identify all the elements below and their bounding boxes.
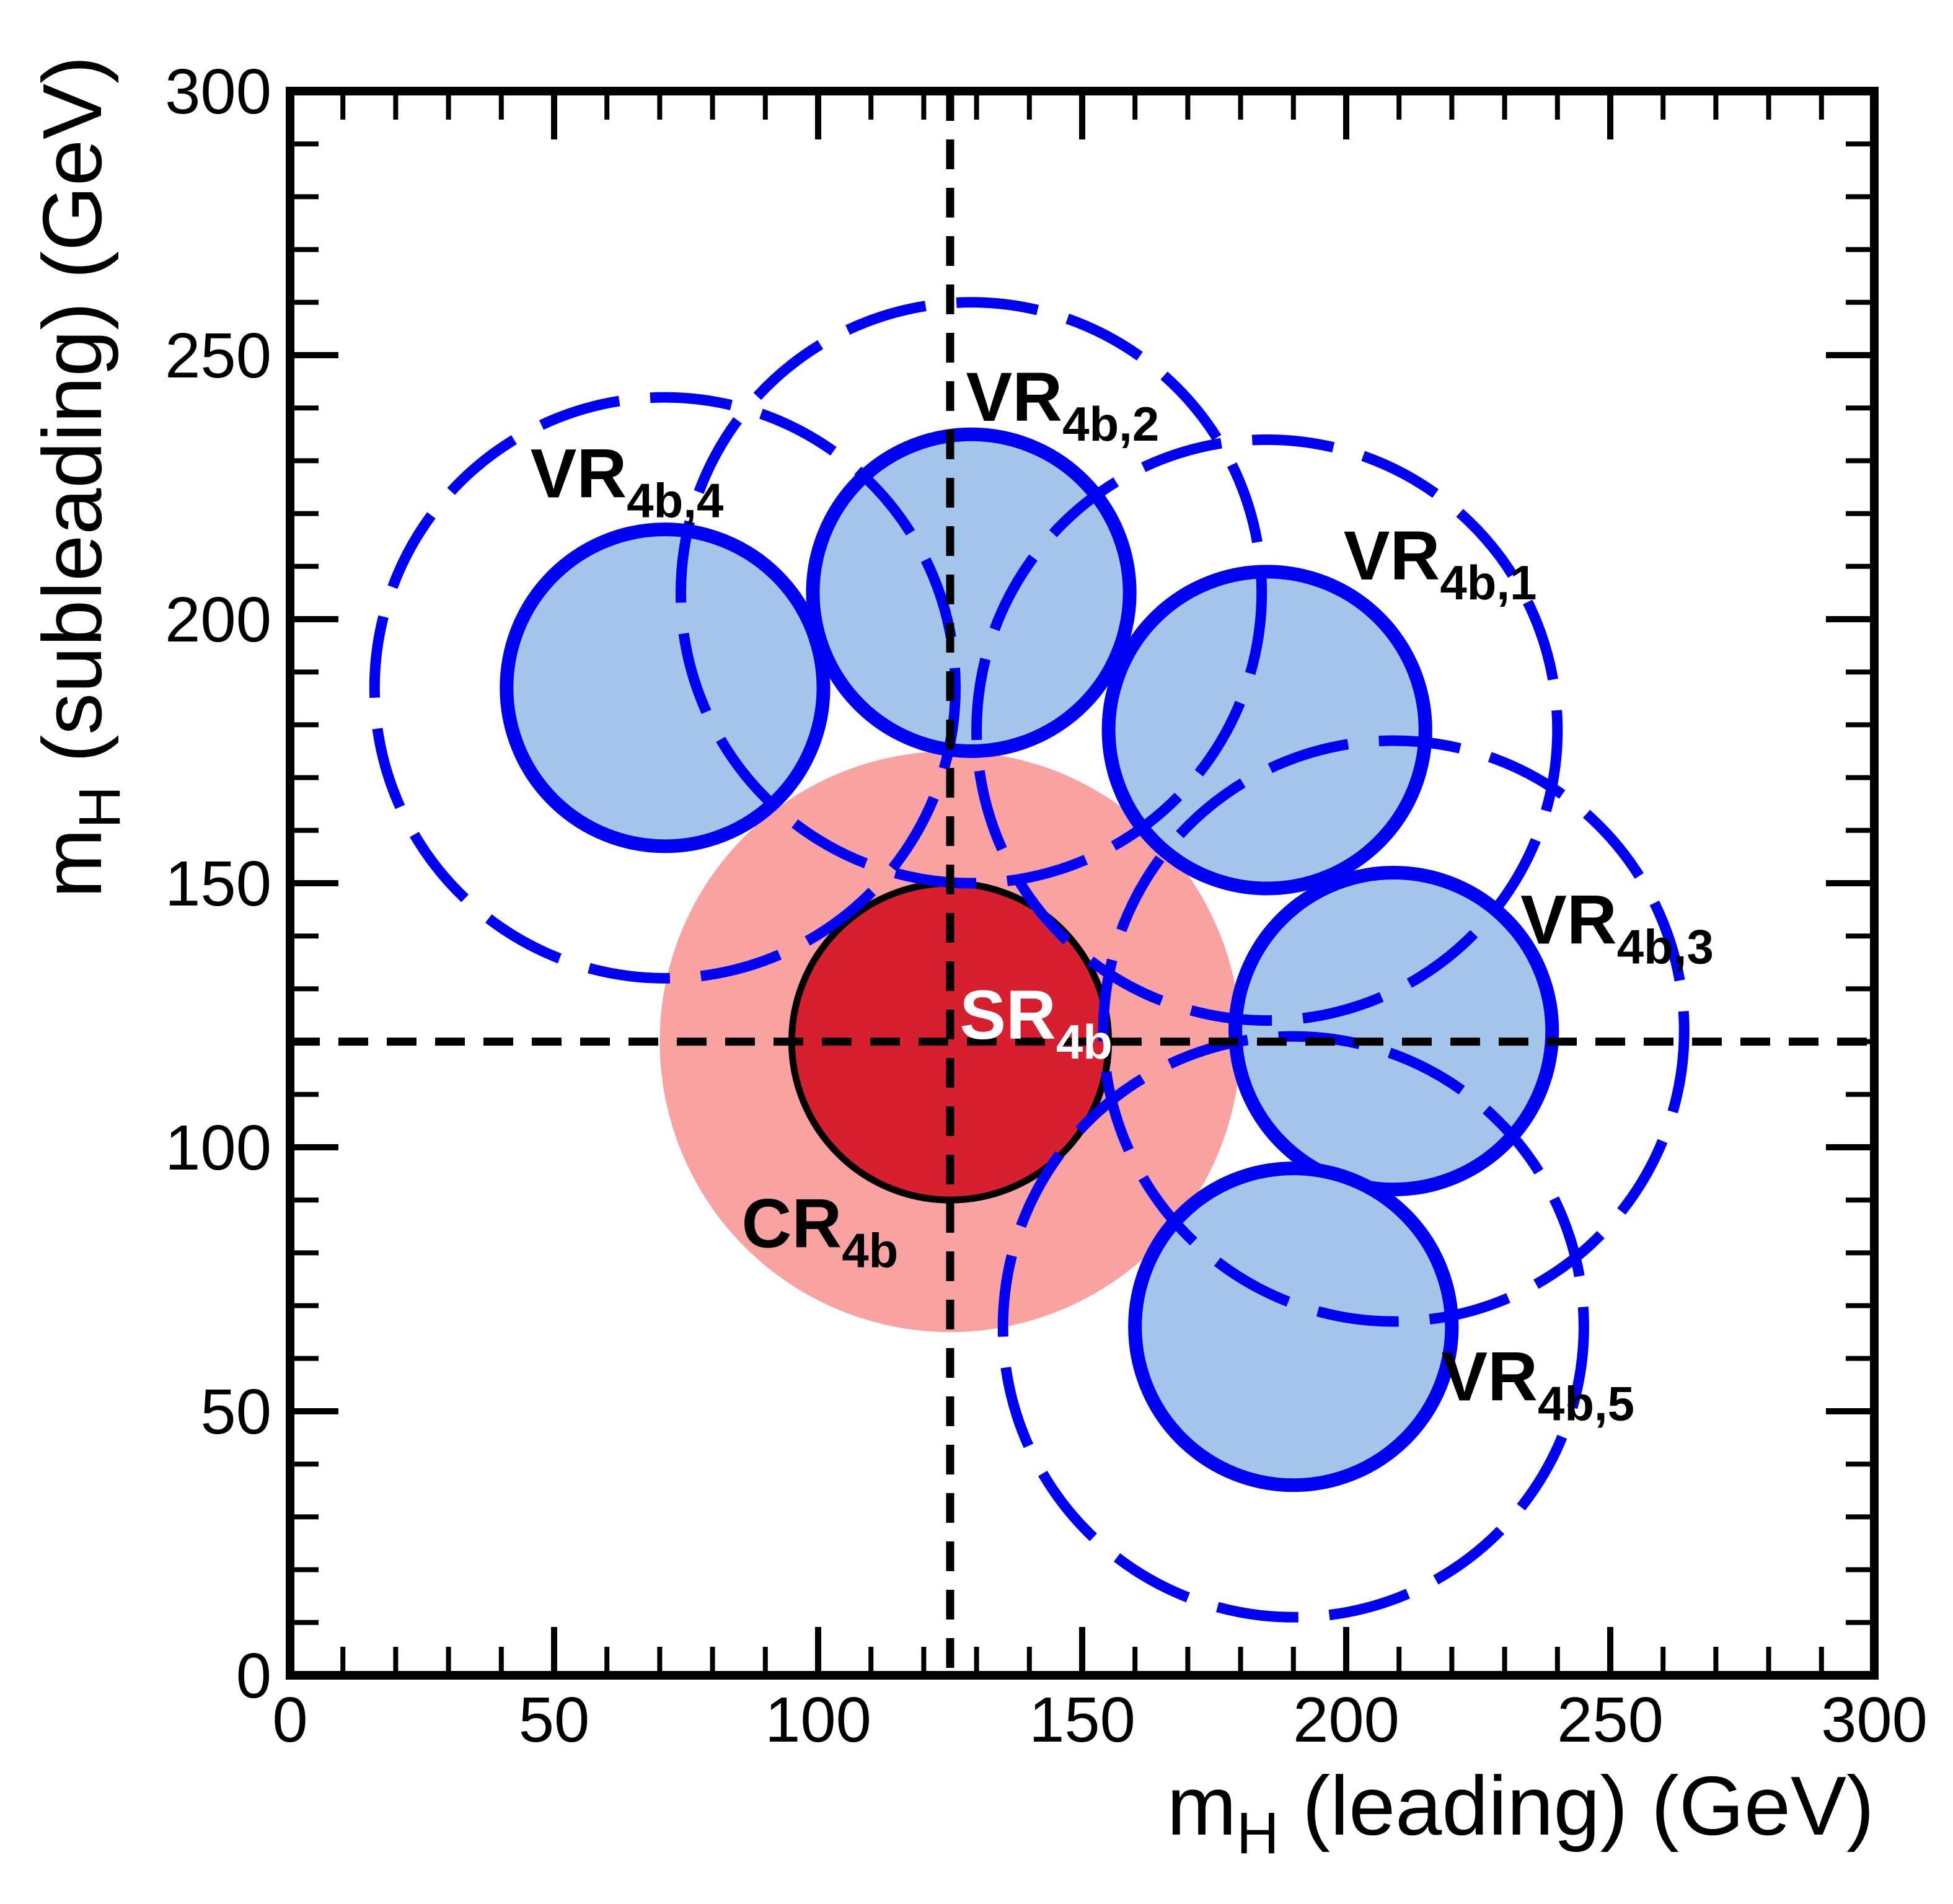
plot-frame xyxy=(286,87,1879,1680)
y-tick-label-150: 150 xyxy=(165,848,271,919)
x-tick-label-0: 0 xyxy=(272,1684,307,1755)
y-axis-title-sub: H xyxy=(67,786,133,829)
sr-region-label-main: SR xyxy=(959,976,1056,1054)
vr-region-label-2-sub: 4b,2 xyxy=(1062,397,1159,451)
y-tick-label-300: 300 xyxy=(165,56,271,127)
vr-dashed-circle-1 xyxy=(971,434,1563,1026)
y-axis-title-pre: m xyxy=(25,829,119,898)
cr-region-label-main: CR xyxy=(741,1185,842,1263)
y-axis-title: mH (subleading) (GeV) xyxy=(25,56,133,898)
vr-dashed-circle-2 xyxy=(675,297,1267,889)
y-tick-label-0: 0 xyxy=(236,1640,271,1711)
vr-region-label-4-main: VR xyxy=(531,435,627,513)
vr-region-label-5-sub: 4b,5 xyxy=(1538,1377,1634,1431)
y-tick-label-250: 250 xyxy=(165,320,271,391)
x-axis-title-pre: m xyxy=(1167,1759,1237,1853)
y-tick-label-200: 200 xyxy=(165,584,271,655)
vr-region-label-3: VR4b,3 xyxy=(1520,881,1714,974)
vr-region-label-1-main: VR xyxy=(1344,517,1440,594)
vr-solid-disc-1 xyxy=(1101,565,1432,896)
vr-solid-disc-3 xyxy=(1228,865,1559,1197)
x-tick-label-100: 100 xyxy=(765,1684,871,1755)
x-tick-label-250: 250 xyxy=(1557,1684,1664,1755)
vr-solid-disc-4 xyxy=(500,522,831,853)
vr-dashed-circle-5 xyxy=(997,1031,1589,1623)
x-tick-label-300: 300 xyxy=(1821,1684,1928,1755)
vr-region-label-2: VR4b,2 xyxy=(966,358,1160,451)
vr-dashed-circle-3 xyxy=(1098,735,1690,1327)
y-tick-label-100: 100 xyxy=(165,1112,271,1183)
sr-region-label-sub: 4b xyxy=(1056,1015,1113,1069)
x-tick-label-50: 50 xyxy=(519,1684,590,1755)
cr-region-label-sub: 4b xyxy=(842,1223,898,1278)
x-tick-label-150: 150 xyxy=(1029,1684,1135,1755)
vr-region-label-3-main: VR xyxy=(1520,881,1617,959)
vr-dashed-circle-4 xyxy=(369,392,961,984)
vr-region-label-3-sub: 4b,3 xyxy=(1617,920,1714,974)
vr-region-label-1-sub: 4b,1 xyxy=(1440,555,1536,610)
sr-region-label: SR4b xyxy=(959,976,1113,1069)
vr-solid-disc-5 xyxy=(1128,1161,1459,1492)
x-axis-title-post: (leading) (GeV) xyxy=(1279,1759,1874,1853)
vr-region-label-4-sub: 4b,4 xyxy=(627,474,723,528)
vr-region-label-5-main: VR xyxy=(1441,1338,1538,1416)
x-tick-label-200: 200 xyxy=(1293,1684,1400,1755)
cr-region-label: CR4b xyxy=(741,1185,898,1278)
vr-region-label-1: VR4b,1 xyxy=(1344,517,1537,610)
vr-region-label-5: VR4b,5 xyxy=(1441,1338,1634,1431)
y-axis-title-post: (subleading) (GeV) xyxy=(25,56,119,786)
x-axis-title-sub: H xyxy=(1237,1800,1279,1866)
x-axis-title: mH (leading) (GeV) xyxy=(1167,1759,1874,1866)
y-tick-label-50: 50 xyxy=(200,1376,271,1447)
vr-region-label-2-main: VR xyxy=(966,358,1063,436)
vr-solid-disc-2 xyxy=(806,427,1137,759)
vr-region-label-4: VR4b,4 xyxy=(531,435,724,528)
